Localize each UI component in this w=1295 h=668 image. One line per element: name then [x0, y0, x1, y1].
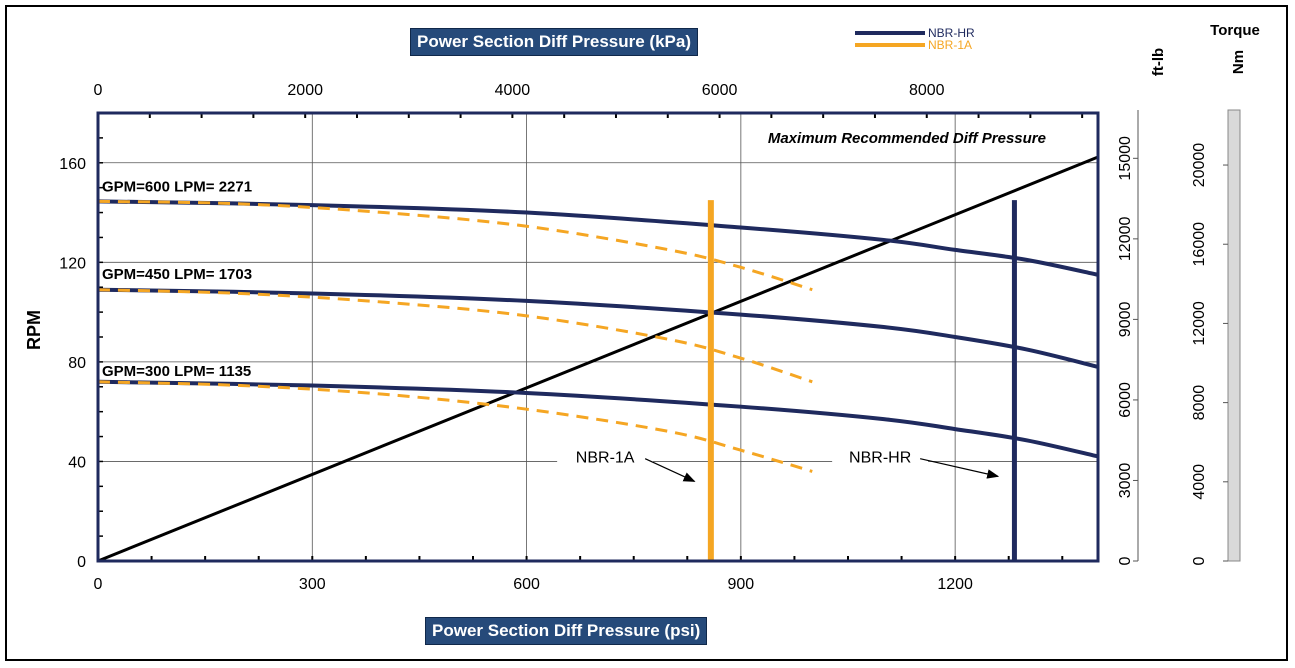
ftlb-tick-label: 6000 [1117, 382, 1134, 418]
nm-tick-label: 8000 [1191, 385, 1208, 421]
nm-tick-label: 12000 [1191, 301, 1208, 346]
limit-label-arrow [920, 458, 1000, 479]
y-tick-label: 160 [59, 156, 86, 173]
max-diff-pressure-annotation: Maximum Recommended Diff Pressure [768, 130, 1046, 147]
x-top-tick-label: 6000 [702, 82, 738, 99]
x-top-tick-label: 8000 [909, 82, 945, 99]
top-axis-title: Power Section Diff Pressure (kPa) [410, 28, 698, 56]
flow-label: GPM=600 LPM= 2271 [102, 179, 252, 196]
ftlb-tick-label: 15000 [1117, 136, 1134, 181]
y-tick-label: 40 [68, 454, 86, 471]
torque-line [97, 155, 1099, 563]
x-top-tick-label: 0 [94, 82, 103, 99]
x-tick-label: 1200 [937, 576, 973, 593]
x-top-tick-label: 4000 [495, 82, 531, 99]
limit-label-bg [832, 444, 929, 469]
plot-frame [96, 111, 1100, 563]
limit-label: NBR-1A [576, 450, 635, 467]
nm-axis-bar [1227, 109, 1241, 562]
ftlb-tick-label: 12000 [1117, 217, 1134, 262]
x-top-tick-label: 2000 [287, 82, 323, 99]
axes: 0 300 600 900 12000 2000 4000 6000 8000040801201… [59, 82, 1241, 593]
series-line-nbr-1a [97, 288, 813, 384]
series-line-nbr-hr [97, 199, 1099, 277]
legend-label: NBR-HR [928, 26, 975, 40]
y-tick-label: 120 [59, 255, 86, 272]
nm-tick-label: 0 [1191, 556, 1208, 565]
series-line-nbr-hr [97, 287, 1099, 369]
nm-tick-label: 20000 [1191, 143, 1208, 188]
bottom-axis-title: Power Section Diff Pressure (psi) [425, 617, 708, 645]
limit-label-bg [557, 444, 654, 469]
torque-unit-ftlb: ft-lb [1150, 48, 1167, 76]
torque-unit-nm: Nm [1230, 50, 1247, 74]
x-tick-label: 600 [513, 576, 540, 593]
flow-label: GPM=300 LPM= 1135 [102, 363, 251, 380]
series-line-nbr-1a [97, 199, 813, 292]
series-layer [97, 155, 1099, 563]
y-tick-label: 80 [68, 355, 86, 372]
nm-tick-label: 4000 [1191, 464, 1208, 500]
limit-label: NBR-HR [849, 450, 911, 467]
ftlb-tick-label: 0 [1117, 556, 1134, 565]
nm-tick-label: 16000 [1191, 222, 1208, 267]
series-line-nbr-hr [97, 379, 1099, 459]
ftlb-tick-label: 3000 [1117, 463, 1134, 499]
flow-label: GPM=450 LPM= 1703 [102, 266, 252, 283]
x-tick-label: 900 [728, 576, 755, 593]
torque-title: Torque [1210, 22, 1260, 39]
x-tick-label: 0 [94, 576, 103, 593]
y-axis-title: RPM [24, 310, 44, 350]
ftlb-tick-label: 9000 [1117, 301, 1134, 337]
legend-label: NBR-1A [928, 38, 972, 52]
x-tick-label: 300 [299, 576, 326, 593]
series-line-nbr-1a [97, 380, 813, 473]
y-tick-label: 0 [77, 554, 86, 571]
limit-label-arrow [644, 458, 696, 482]
grid-lines [98, 113, 1098, 561]
